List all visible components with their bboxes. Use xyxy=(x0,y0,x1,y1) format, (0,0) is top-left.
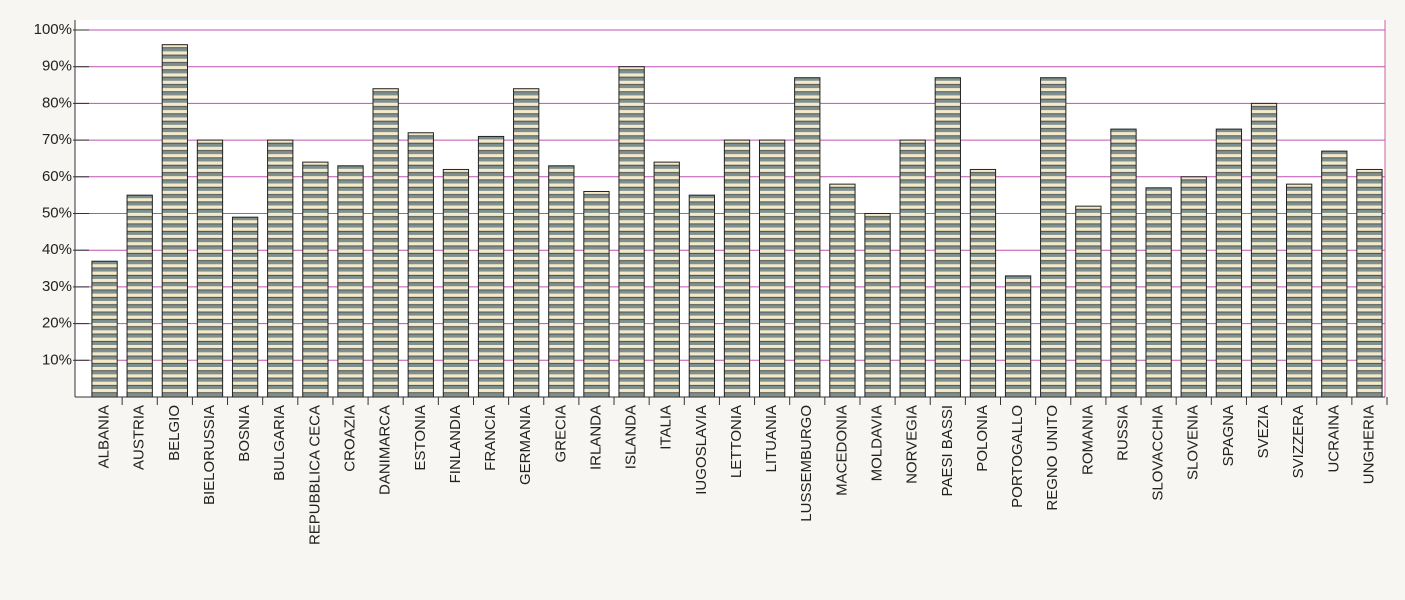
x-tick-label: BELGIO xyxy=(166,405,183,461)
bar xyxy=(407,132,434,398)
bar xyxy=(1004,275,1032,398)
x-tick-label: GRECIA xyxy=(552,405,569,463)
bar xyxy=(337,165,364,398)
y-tick-label: 50% xyxy=(42,204,72,221)
x-tick-label: MACEDONIA xyxy=(833,405,850,496)
y-tick-label: 40% xyxy=(42,241,72,258)
x-tick-label: ALBANIA xyxy=(96,405,113,468)
bar xyxy=(688,194,716,398)
x-tick-label: UNGHERIA xyxy=(1360,405,1377,484)
x-tick-label: SLOVENIA xyxy=(1185,405,1202,480)
bar xyxy=(829,183,856,398)
x-tick-label: SLOVACCHIA xyxy=(1150,405,1167,501)
bar xyxy=(1110,128,1137,398)
x-tick-label: ITALIA xyxy=(658,405,675,450)
bar xyxy=(969,168,997,398)
x-tick-label: CROAZIA xyxy=(341,405,358,472)
x-tick-label: BULGARIA xyxy=(271,405,288,481)
bar xyxy=(1321,150,1348,398)
x-tick-label: REPUBBLICA CECA xyxy=(306,405,323,545)
x-tick-label: NORVEGIA xyxy=(904,405,921,484)
bar xyxy=(1250,102,1278,398)
x-tick-label: REGNO UNITO xyxy=(1044,405,1061,511)
bar xyxy=(1075,205,1102,398)
bar xyxy=(934,77,961,398)
x-tick-label: PORTOGALLO xyxy=(1009,405,1026,508)
x-tick-label: BIELORUSSIA xyxy=(201,405,218,505)
x-tick-label: RUSSIA xyxy=(1114,405,1131,461)
x-tick-label: BOSNIA xyxy=(236,405,253,462)
bar xyxy=(196,139,224,398)
bar xyxy=(372,88,399,398)
x-tick-label: FRANCIA xyxy=(482,405,499,471)
bar xyxy=(1040,77,1067,398)
x-tick-label: SVIZZERA xyxy=(1290,405,1307,478)
bar xyxy=(1286,183,1313,398)
bar xyxy=(758,139,786,398)
bar xyxy=(899,139,926,398)
bar xyxy=(653,161,680,398)
y-tick-label: 100% xyxy=(34,21,72,38)
bar xyxy=(1215,128,1243,398)
x-tick-label: GERMANIA xyxy=(517,405,534,485)
bar xyxy=(723,139,751,398)
bar xyxy=(548,165,575,398)
x-tick-label: LUSSEMBURGO xyxy=(798,405,815,522)
bar xyxy=(442,168,470,398)
x-tick-label: UCRAINA xyxy=(1325,405,1342,473)
bar xyxy=(1145,187,1172,398)
x-tick-label: AUSTRIA xyxy=(131,405,148,470)
y-tick-label: 60% xyxy=(42,168,72,185)
bar xyxy=(1180,176,1207,398)
y-tick-label: 30% xyxy=(42,278,72,295)
bar xyxy=(794,77,821,398)
bar xyxy=(161,44,188,398)
bar xyxy=(267,139,294,398)
bar xyxy=(1356,168,1383,398)
x-tick-label: LETTONIA xyxy=(728,405,745,478)
bar xyxy=(864,213,891,398)
bar xyxy=(513,88,540,398)
bar xyxy=(126,194,153,398)
bar xyxy=(618,66,645,398)
x-tick-label: DANIMARCA xyxy=(377,405,394,495)
x-tick-label: IUGOSLAVIA xyxy=(693,405,710,495)
y-tick-label: 10% xyxy=(42,351,72,368)
x-tick-label: SVEZIA xyxy=(1255,405,1272,458)
x-tick-label: ESTONIA xyxy=(412,405,429,471)
bar xyxy=(302,161,329,398)
x-tick-label: FINLANDIA xyxy=(447,405,464,483)
y-tick-label: 70% xyxy=(42,131,72,148)
bar xyxy=(91,260,118,398)
x-tick-label: MOLDAVIA xyxy=(869,405,886,481)
bar xyxy=(583,190,610,398)
x-tick-label: ISLANDA xyxy=(623,405,640,469)
y-tick-label: 20% xyxy=(42,315,72,332)
x-tick-label: PAESI BASSI xyxy=(939,405,956,496)
y-tick-label: 90% xyxy=(42,58,72,75)
y-tick-label: 80% xyxy=(42,94,72,111)
x-tick-label: IRLANDA xyxy=(587,405,604,470)
x-tick-label: LITUANIA xyxy=(763,405,780,473)
x-tick-label: ROMANIA xyxy=(1079,405,1096,475)
bar xyxy=(231,216,259,398)
x-tick-label: POLONIA xyxy=(974,405,991,472)
bar xyxy=(477,135,505,398)
x-tick-label: SPAGNA xyxy=(1220,405,1237,466)
